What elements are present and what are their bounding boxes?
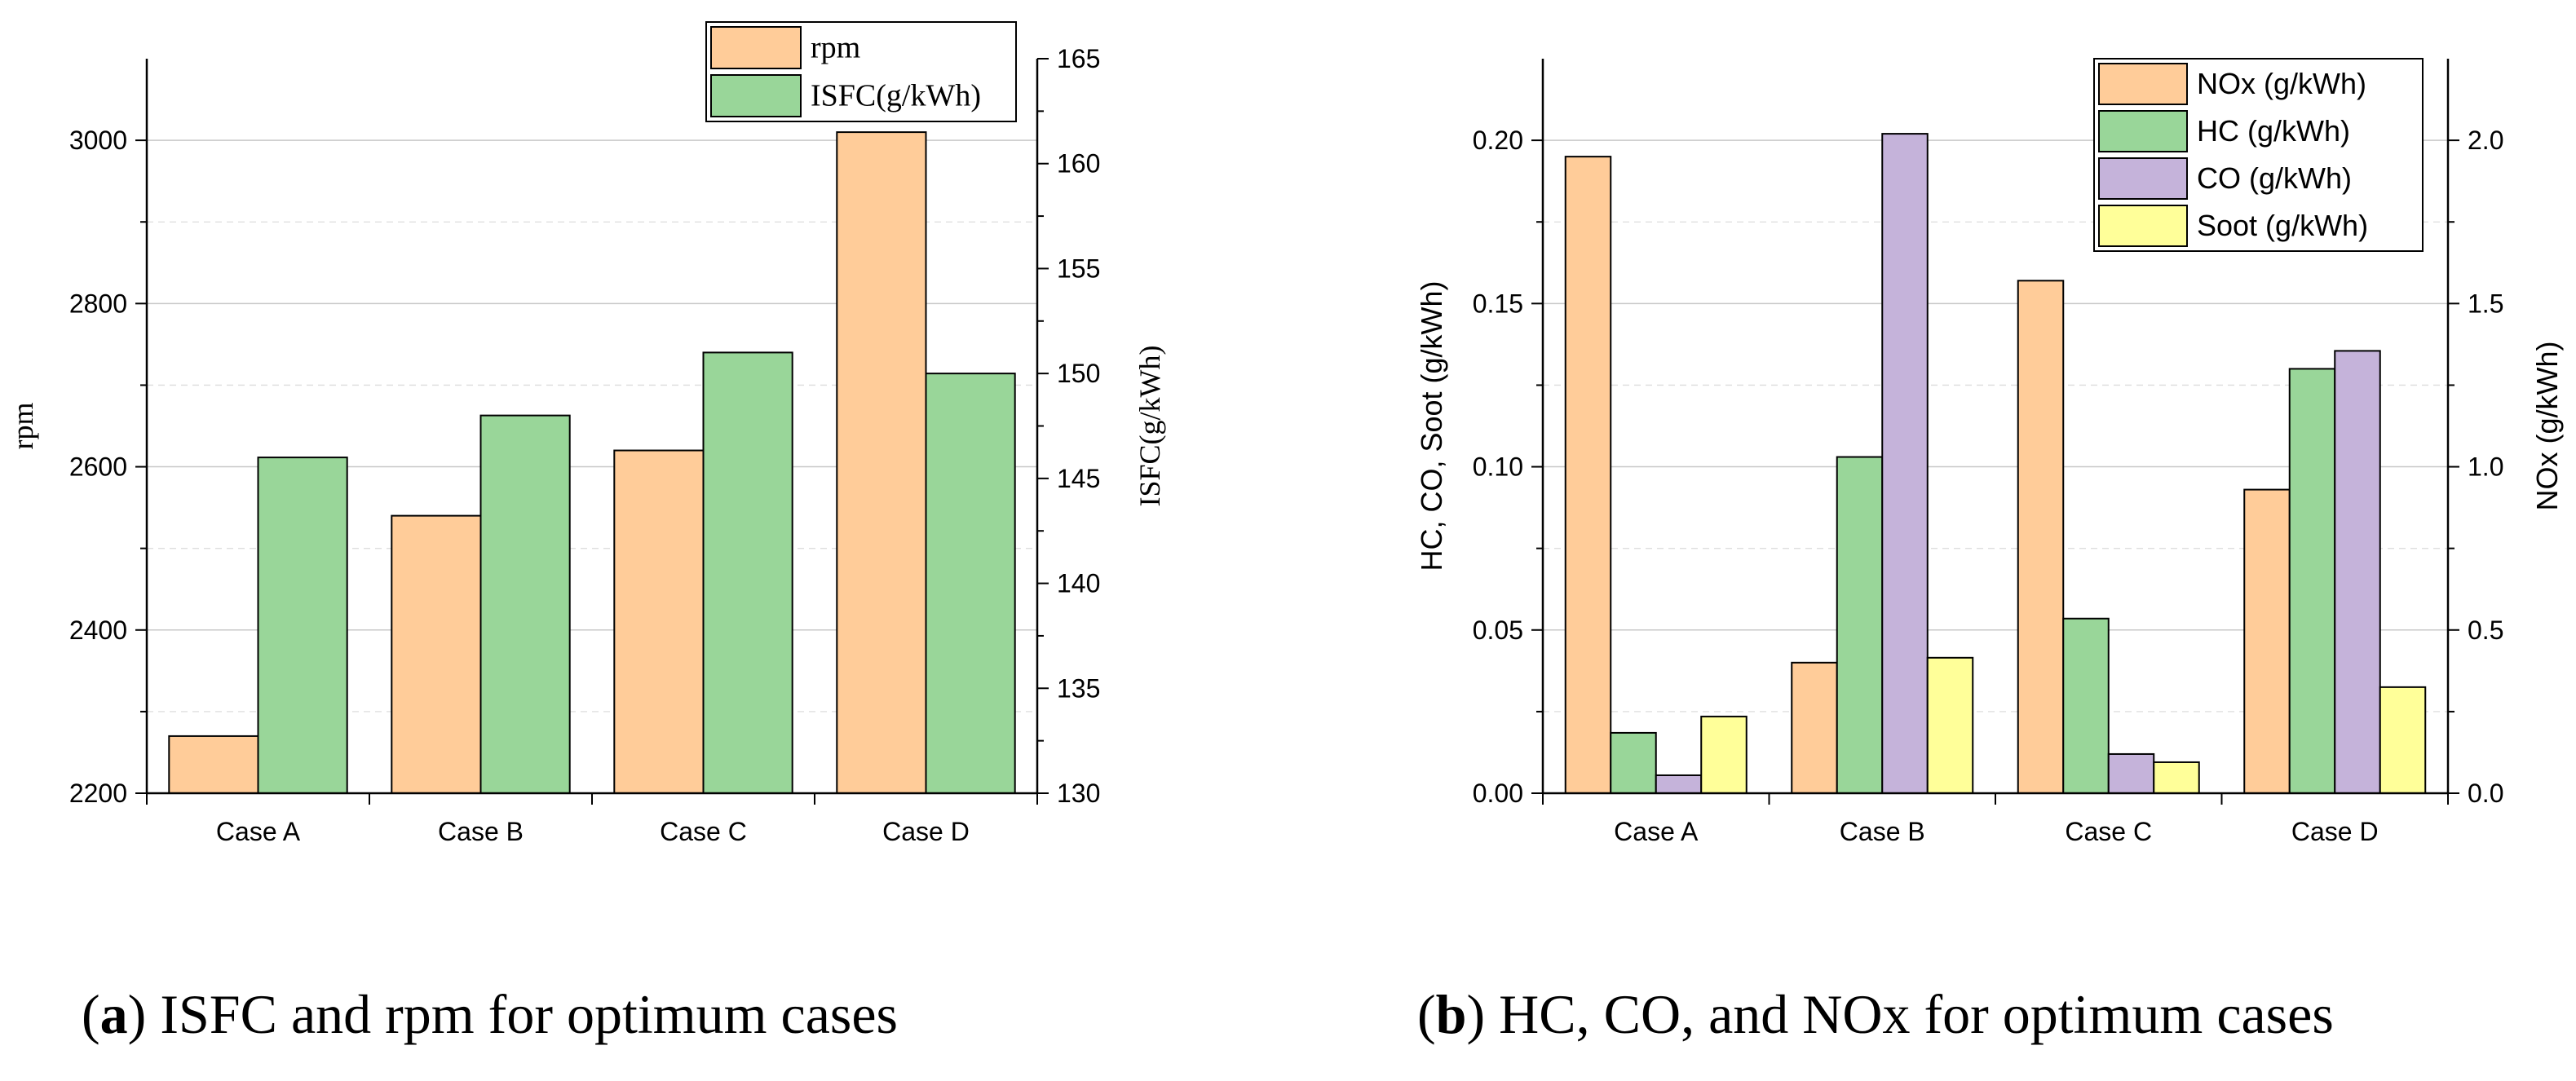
legend-swatch-2 bbox=[710, 74, 802, 117]
legend-swatch-2 bbox=[2098, 110, 2188, 152]
y2-tick-label: 1.0 bbox=[2468, 452, 2503, 482]
caption-a-letter: a bbox=[99, 983, 128, 1045]
bar-2-3 bbox=[2062, 617, 2110, 794]
y2-tick-label: 130 bbox=[1057, 779, 1100, 808]
x-tick-label: Case B bbox=[438, 817, 524, 846]
y-tick-label: 2200 bbox=[69, 779, 127, 808]
legend-swatch-3 bbox=[2098, 157, 2188, 200]
chart-b-emissions: 0.00 0.05 0.10 0.15 0.20 0.0 0.5 1.0 1.5 2.0 Case … bbox=[1415, 58, 2564, 846]
bar-1-2 bbox=[391, 514, 482, 794]
x-tick-label: Case C bbox=[660, 817, 747, 846]
legend-swatch-1 bbox=[2098, 63, 2188, 105]
y2-tick-label: 140 bbox=[1057, 569, 1100, 598]
y2-axis-title: NOx (g/kWh) bbox=[2530, 341, 2564, 510]
bar-1-3 bbox=[2017, 280, 2065, 794]
x-tick-label: Case D bbox=[2291, 817, 2379, 846]
legend-label-4: Soot (g/kWh) bbox=[2197, 209, 2368, 242]
y-tick-label: 2600 bbox=[69, 452, 127, 482]
y2-tick-label: 2.0 bbox=[2468, 126, 2503, 155]
x-tick-label: Case C bbox=[2065, 817, 2152, 846]
bar-1-2 bbox=[1791, 661, 1838, 794]
y-tick-label: 0.10 bbox=[1473, 452, 1523, 482]
bar-2-3 bbox=[702, 351, 793, 794]
y2-tick-label: 1.5 bbox=[2468, 289, 2503, 318]
bar-2-2 bbox=[479, 414, 571, 794]
legend-label-2: ISFC(g/kWh) bbox=[811, 79, 981, 113]
legend-swatch-4 bbox=[2098, 205, 2188, 247]
y2-tick-label: 160 bbox=[1057, 149, 1100, 179]
bar-3-3 bbox=[2107, 752, 2155, 794]
legend-label-1: rpm bbox=[811, 31, 860, 65]
x-tick-label: Case A bbox=[216, 817, 301, 846]
bar-2-4 bbox=[2288, 368, 2336, 794]
bar-2-1 bbox=[257, 457, 348, 794]
y-tick-label: 0.05 bbox=[1473, 616, 1523, 645]
x-tick-label: Case D bbox=[882, 817, 970, 846]
bar-1-3 bbox=[613, 449, 705, 794]
y-tick-label: 3000 bbox=[69, 126, 127, 155]
y-tick-label: 0.15 bbox=[1473, 289, 1523, 318]
bar-1-4 bbox=[2243, 488, 2291, 794]
y-tick-label: 0.20 bbox=[1473, 126, 1523, 155]
chart-a-isfc-rpm: 2200 2400 2600 2800 3000 130 135 140 145 150 155 16… bbox=[7, 21, 1166, 846]
bar-2-1 bbox=[1610, 731, 1657, 795]
y-axis-title: rpm bbox=[7, 403, 39, 450]
x-tick-label: Case A bbox=[1614, 817, 1699, 846]
bar-4-2 bbox=[1926, 656, 1974, 794]
y2-tick-label: 155 bbox=[1057, 254, 1100, 283]
y2-tick-label: 145 bbox=[1057, 464, 1100, 493]
bar-4-3 bbox=[2153, 761, 2200, 794]
x-tick-label: Case B bbox=[1840, 817, 1925, 846]
bar-2-2 bbox=[1836, 456, 1884, 794]
caption-b-letter: b bbox=[1435, 983, 1467, 1045]
legend-label-3: CO (g/kWh) bbox=[2197, 161, 2352, 195]
y2-axis-title: ISFC(g/kWh) bbox=[1133, 346, 1166, 507]
y2-tick-label: 0.0 bbox=[2468, 779, 2503, 808]
y-tick-label: 0.00 bbox=[1473, 779, 1523, 808]
caption-b: (b) HC, CO, and NOx for optimum cases bbox=[1417, 983, 2334, 1045]
bar-1-4 bbox=[836, 131, 927, 795]
caption-b-text: HC, CO, and NOx for optimum cases bbox=[1499, 983, 2334, 1045]
y-tick-label: 2400 bbox=[69, 616, 127, 645]
bar-4-1 bbox=[1700, 715, 1748, 795]
y-tick-label: 2800 bbox=[69, 289, 127, 318]
legend-swatch-1 bbox=[710, 26, 802, 69]
legend-label-2: HC (g/kWh) bbox=[2197, 114, 2350, 148]
bar-1-1 bbox=[1564, 156, 1612, 794]
bar-2-4 bbox=[925, 373, 1016, 794]
y2-tick-label: 0.5 bbox=[2468, 616, 2503, 645]
bar-3-4 bbox=[2334, 350, 2381, 794]
bar-3-2 bbox=[1881, 133, 1929, 794]
caption-a: (a) ISFC and rpm for optimum cases bbox=[82, 983, 898, 1045]
caption-a-text: ISFC and rpm for optimum cases bbox=[160, 983, 898, 1045]
y2-tick-label: 165 bbox=[1057, 44, 1100, 73]
y2-tick-label: 135 bbox=[1057, 673, 1100, 703]
bar-3-1 bbox=[1655, 774, 1703, 795]
y-axis-title: HC, CO, Soot (g/kWh) bbox=[1415, 280, 1448, 571]
bar-4-4 bbox=[2379, 686, 2427, 794]
bar-1-1 bbox=[168, 735, 259, 795]
y2-tick-label: 150 bbox=[1057, 359, 1100, 388]
legend-label-1: NOx (g/kWh) bbox=[2197, 67, 2366, 100]
